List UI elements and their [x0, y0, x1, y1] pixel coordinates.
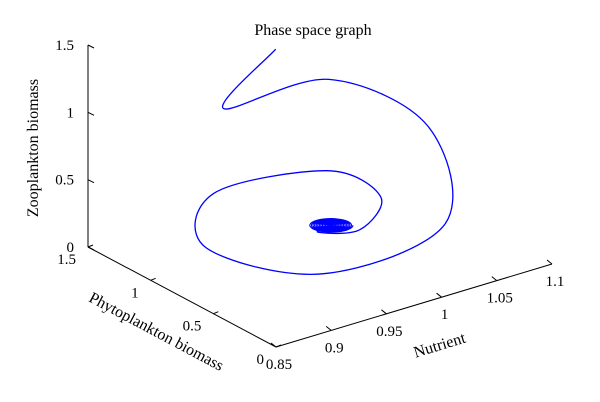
x-tick-mark: [491, 276, 498, 281]
y-tick-mark: [275, 344, 282, 348]
x-axis-line: [275, 263, 553, 348]
y-axis-ticks: 0 0.5 1 1.5: [57, 244, 282, 368]
z-axis-ticks: 0 0.5 1 1.5: [55, 38, 95, 256]
z-tick-mark: [87, 246, 95, 251]
y-tick-mark: [150, 277, 156, 281]
trajectory-series: [194, 48, 454, 275]
y-axis-title: Phytoplankton biomass: [86, 289, 226, 374]
trajectory-line: [194, 48, 454, 275]
z-tick-label: 1: [67, 105, 75, 121]
y-tick-mark: [213, 311, 219, 315]
z-tick-label: 0: [67, 240, 75, 256]
y-tick-label: 0: [257, 352, 265, 368]
x-tick-label: 1: [441, 307, 449, 323]
axes-box: [87, 45, 553, 348]
z-tick-mark: [87, 44, 95, 49]
y-tick-mark: [87, 244, 94, 248]
x-axis-ticks: 0.85 0.9 0.95 1 1.05 1.1: [266, 259, 565, 373]
y-tick-label: 1.5: [57, 252, 76, 268]
x-tick-label: 1.1: [546, 274, 565, 290]
z-tick-label: 0.5: [55, 173, 74, 189]
chart-title: Phase space graph: [254, 22, 371, 39]
x-tick-label: 1.05: [487, 291, 513, 307]
x-tick-label: 0.95: [376, 324, 402, 340]
equilibrium-spiral: [309, 218, 354, 233]
x-tick-label: 0.9: [325, 340, 344, 356]
y-axis-line: [87, 246, 277, 348]
z-tick-mark: [87, 179, 95, 184]
x-tick-mark: [436, 292, 442, 298]
z-axis-title: Zooplankton biomass: [25, 79, 42, 217]
x-tick-label: 0.85: [266, 357, 292, 373]
x-tick-mark: [270, 342, 277, 348]
x-tick-mark: [325, 326, 332, 331]
x-tick-mark: [546, 259, 553, 265]
y-tick-label: 1: [131, 285, 139, 301]
x-axis-title: Nutrient: [412, 330, 468, 362]
y-tick-label: 0.5: [183, 319, 202, 335]
z-tick-label: 1.5: [55, 38, 74, 54]
x-tick-mark: [381, 309, 387, 315]
z-tick-mark: [87, 111, 95, 116]
